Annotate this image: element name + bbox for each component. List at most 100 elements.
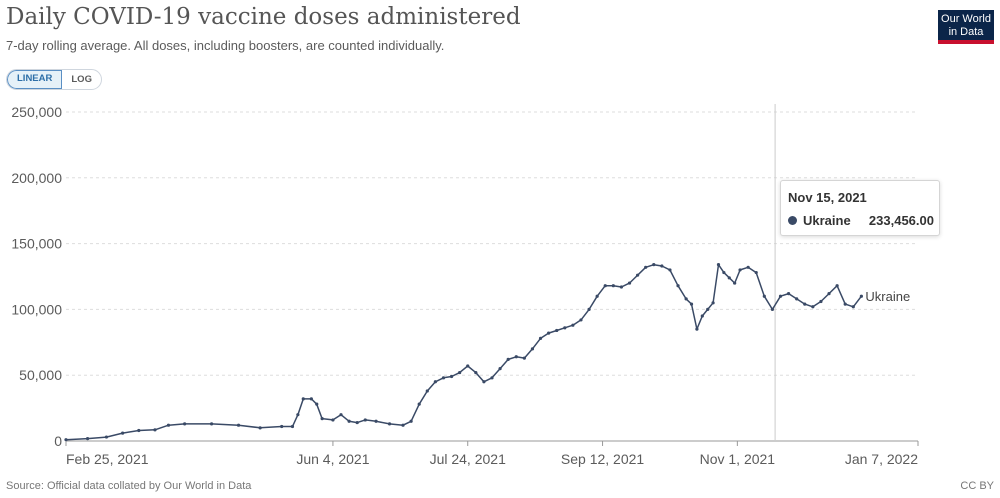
data-point[interactable] [64,438,68,442]
data-point[interactable] [153,428,157,432]
data-point[interactable] [684,297,688,301]
data-point[interactable] [563,326,567,330]
data-point[interactable] [530,347,535,351]
data-point[interactable] [827,292,831,296]
data-point[interactable] [676,284,680,288]
data-point[interactable] [417,402,421,406]
data-point[interactable] [166,423,171,427]
data-point[interactable] [722,270,726,275]
data-point[interactable] [387,422,392,426]
data-point[interactable] [258,426,262,430]
data-point[interactable] [514,355,518,359]
data-point[interactable] [236,423,241,427]
data-point[interactable] [474,370,478,375]
data-point[interactable] [104,435,109,439]
data-point[interactable] [441,376,446,380]
data-point[interactable] [409,419,413,423]
data-point[interactable] [433,380,437,384]
data-point[interactable] [716,263,721,267]
data-point[interactable] [786,292,791,296]
data-point[interactable] [700,314,704,318]
data-point[interactable] [660,264,664,268]
tooltip-date: Nov 15, 2021 [788,190,867,205]
log-scale-button[interactable]: LOG [71,74,92,85]
data-point[interactable] [355,420,359,425]
data-point[interactable] [619,285,624,289]
data-point[interactable] [296,413,300,417]
data-point[interactable] [458,370,462,375]
data-point[interactable] [374,419,378,423]
data-point[interactable] [843,302,847,306]
data-point[interactable] [695,327,699,331]
data-point[interactable] [498,367,502,371]
data-point[interactable] [339,413,343,417]
data-point[interactable] [803,302,807,306]
license-link[interactable]: CC BY [960,480,994,492]
data-point[interactable] [711,301,715,305]
data-point[interactable] [309,397,313,401]
data-point[interactable] [733,281,737,285]
data-point[interactable] [819,299,823,304]
data-point[interactable] [85,437,90,441]
x-tick-label: Jul 24, 2021 [430,451,506,467]
x-tick-label: Jan 7, 2022 [845,451,918,467]
owid-logo[interactable]: Our World in Data [938,10,994,44]
data-point[interactable] [668,268,672,272]
data-point[interactable] [652,263,656,267]
data-point[interactable] [579,318,583,322]
data-point[interactable] [347,419,351,423]
data-point[interactable] [595,294,599,298]
data-point[interactable] [137,428,141,433]
data-point[interactable] [555,328,559,333]
data-point[interactable] [547,331,551,335]
data-point[interactable] [795,297,799,301]
data-point[interactable] [859,294,863,298]
data-point[interactable] [727,276,731,280]
data-point[interactable] [482,380,486,384]
data-point[interactable] [571,323,575,327]
data-point[interactable] [603,284,607,288]
data-point[interactable] [490,376,494,380]
data-point[interactable] [587,307,591,311]
data-point[interactable] [301,397,305,401]
data-point[interactable] [538,336,543,340]
data-point[interactable] [320,417,324,421]
data-point[interactable] [738,268,742,272]
data-point[interactable] [425,389,429,393]
data-point[interactable] [635,273,640,277]
data-point[interactable] [762,294,766,298]
data-point[interactable] [290,424,295,429]
data-point[interactable] [209,422,214,426]
linear-scale-button[interactable]: LINEAR [7,70,63,89]
data-point[interactable] [466,364,470,368]
data-point[interactable] [363,418,367,422]
logo-line-1: Our World [941,13,991,25]
data-point[interactable] [627,281,632,285]
data-point[interactable] [331,418,335,422]
data-point[interactable] [121,431,125,435]
x-tick-label: Nov 1, 2021 [700,451,776,467]
data-point[interactable] [835,284,839,288]
data-point[interactable] [522,356,526,360]
data-point[interactable] [706,307,710,311]
data-point[interactable] [778,294,783,298]
data-point[interactable] [644,265,648,269]
data-point[interactable] [401,423,405,427]
data-point[interactable] [280,424,284,429]
data-point[interactable] [611,284,615,288]
y-tick-label: 100,000 [11,301,62,317]
data-point[interactable] [754,270,758,275]
data-point[interactable] [183,422,187,426]
data-point[interactable] [315,402,319,406]
series-line-ukraine[interactable] [65,263,862,441]
data-point[interactable] [449,374,454,379]
data-point[interactable] [851,305,855,309]
data-point[interactable] [506,357,510,362]
source-note[interactable]: Source: Official data collated by Our Wo… [6,480,252,492]
data-point[interactable] [746,265,750,269]
data-point[interactable] [811,305,815,309]
data-point[interactable] [689,302,694,306]
data-point[interactable] [770,307,775,311]
scale-toggle: LINEAR LOG [6,69,102,90]
